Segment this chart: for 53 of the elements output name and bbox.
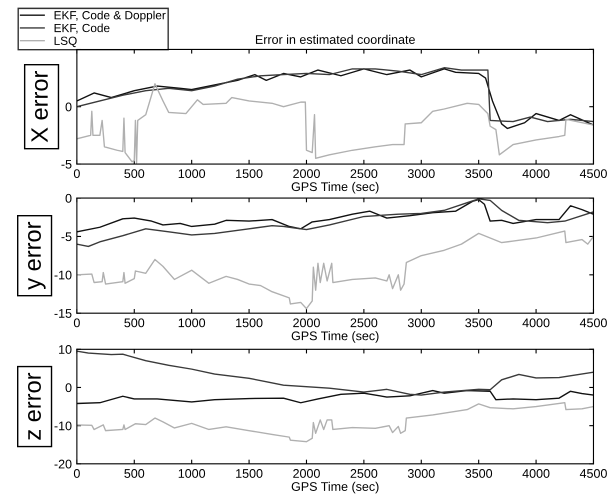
x-tick-label: 4000 [522, 469, 550, 478]
x-tick-label: 0 [74, 318, 80, 328]
x-tick-label: 2000 [293, 318, 320, 328]
y-axis-title: X error [31, 71, 48, 142]
y-tick-label: 10 [59, 345, 72, 354]
y-tick-label: 0 [66, 383, 72, 392]
legend-label: EKF, Code [54, 24, 110, 34]
legend-label: LSQ [54, 36, 77, 48]
y-tick-label: -10 [54, 270, 72, 280]
line-series [76, 230, 594, 310]
y-tick-label: -5 [61, 160, 72, 169]
x-tick-label: 4500 [580, 318, 607, 328]
x-tick-label: 2500 [350, 169, 378, 178]
x-tick-label: 1000 [178, 318, 206, 328]
legend-label: EKF, Code & Doppler [54, 10, 166, 22]
y-tick-label: 0 [66, 102, 72, 112]
x-tick-label: 2000 [293, 169, 320, 178]
x-tick-label: 2000 [293, 469, 320, 478]
x-tick-label: 500 [124, 169, 144, 178]
x-tick-label: 1000 [178, 169, 206, 178]
y-tick-label: -10 [54, 421, 72, 430]
y-axis-title: z error [28, 372, 41, 440]
x-tick-label: 1000 [178, 469, 206, 478]
x-tick-label: 3500 [465, 318, 492, 328]
x-tick-label: 4500 [580, 169, 607, 178]
x-axis-title: GPS Time (sec) [292, 182, 379, 194]
line-series [76, 402, 594, 442]
y-axis-title: y error [28, 222, 46, 290]
x-tick-label: 1500 [236, 169, 262, 178]
x-axis-title: GPS Time (sec) [292, 331, 379, 343]
x-tick-label: 4500 [580, 469, 607, 478]
x-tick-label: 500 [124, 469, 144, 478]
x-tick-label: 500 [124, 318, 144, 328]
x-tick-label: 0 [74, 469, 80, 478]
x-tick-label: 3500 [465, 469, 492, 478]
x-tick-label: 1500 [236, 318, 262, 328]
x-tick-label: 1500 [236, 469, 262, 478]
line-series [76, 390, 594, 404]
y-tick-label: -20 [54, 460, 72, 469]
chart-title: Error in estimated coordinate [256, 34, 415, 44]
x-tick-label: 0 [74, 169, 80, 178]
x-tick-label: 2500 [350, 469, 378, 478]
x-tick-label: 3500 [465, 169, 492, 178]
y-tick-label: 0 [66, 194, 72, 203]
x-tick-label: 2500 [350, 318, 378, 328]
x-tick-label: 4000 [522, 318, 550, 328]
y-tick-label: -5 [61, 232, 72, 242]
x-tick-label: 3000 [408, 469, 435, 478]
x-tick-label: 4000 [522, 169, 550, 178]
x-axis-title: GPS Time (sec) [292, 482, 379, 494]
x-tick-label: 3000 [408, 169, 435, 178]
y-tick-label: -15 [54, 309, 72, 318]
x-tick-label: 3000 [408, 318, 435, 328]
